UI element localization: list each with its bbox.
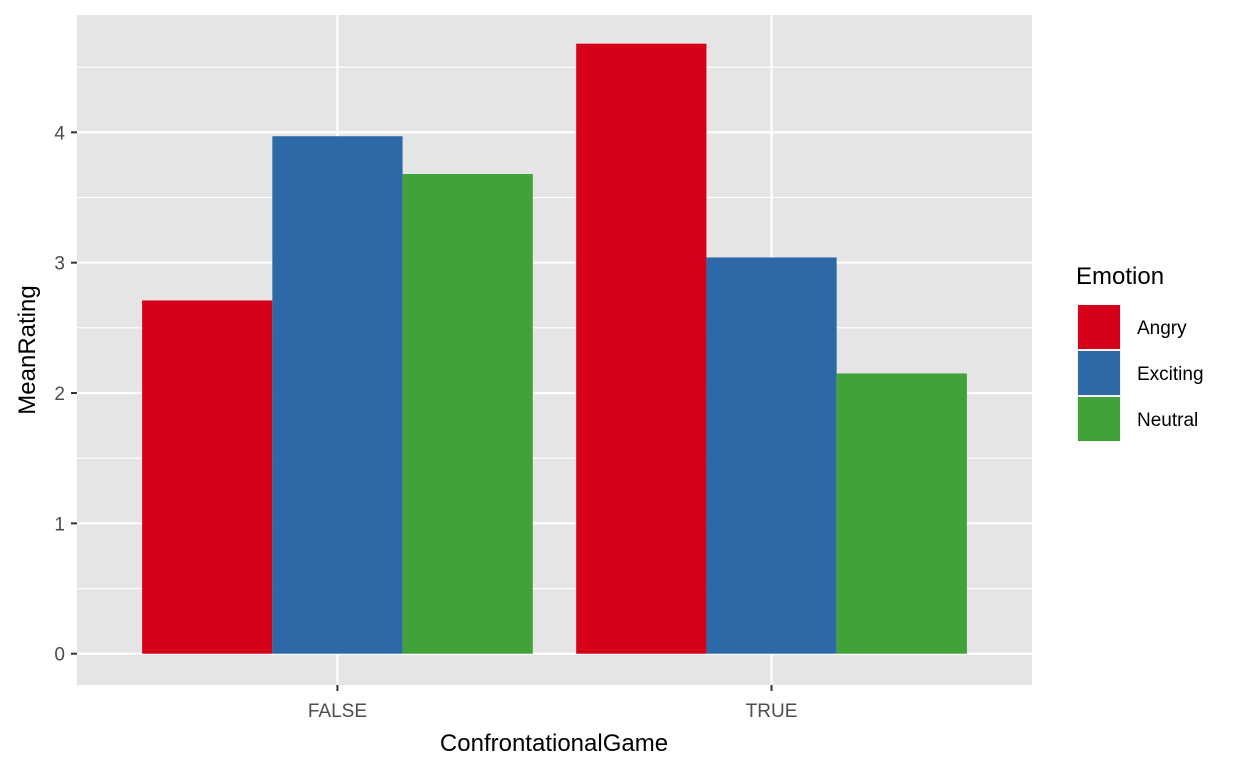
legend-key-exciting — [1078, 351, 1120, 395]
legend-title: Emotion — [1076, 263, 1164, 290]
x-tick-label: FALSE — [308, 701, 367, 722]
y-tick-label: 0 — [54, 645, 65, 666]
bar-exciting-true — [706, 257, 837, 654]
legend-label: Neutral — [1137, 410, 1198, 431]
x-axis: FALSE TRUE — [308, 685, 798, 722]
legend-label: Exciting — [1137, 364, 1204, 385]
y-tick-label: 1 — [54, 514, 65, 535]
y-axis-title: MeanRating — [14, 285, 41, 414]
bar-angry-true — [576, 43, 707, 654]
x-tick-label: TRUE — [746, 701, 798, 722]
legend-label: Angry — [1137, 318, 1187, 339]
legend: Emotion Angry Exciting Neutral — [1076, 263, 1204, 442]
x-axis-title: ConfrontationalGame — [440, 730, 668, 757]
y-tick-label: 3 — [54, 254, 65, 275]
y-tick-label: 2 — [54, 384, 65, 405]
bar-neutral-true — [836, 373, 967, 654]
legend-key-angry — [1078, 305, 1120, 349]
bar-neutral-false — [402, 174, 533, 654]
bars — [142, 43, 967, 654]
legend-key-neutral — [1078, 397, 1120, 441]
bar-exciting-false — [272, 136, 403, 654]
bar-angry-false — [142, 300, 273, 654]
y-tick-label: 4 — [54, 123, 65, 144]
y-axis: 0 1 2 3 4 — [54, 123, 77, 666]
